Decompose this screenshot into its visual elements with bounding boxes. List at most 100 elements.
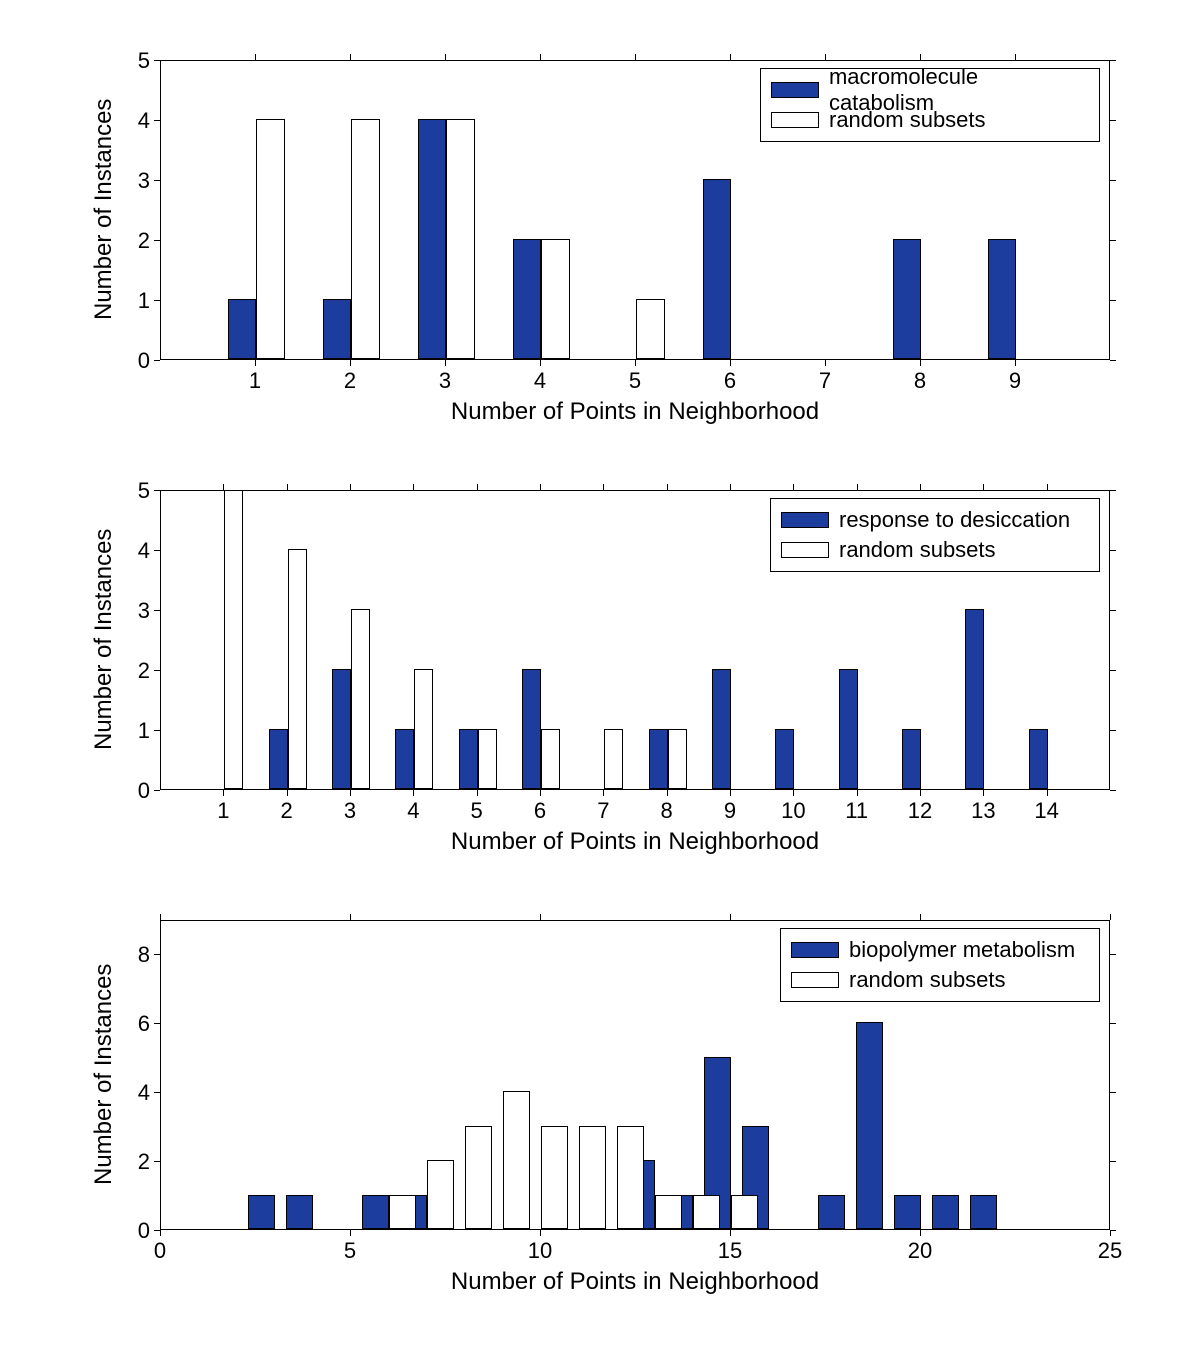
bar	[902, 729, 921, 789]
x-tick-label: 4	[520, 368, 560, 394]
legend-swatch-filled	[781, 512, 829, 528]
y-tick	[154, 120, 160, 121]
bar	[668, 729, 687, 789]
x-tick	[920, 54, 921, 60]
x-tick	[667, 790, 668, 796]
y-tick	[1110, 180, 1116, 181]
legend-swatch-hollow	[771, 112, 819, 128]
y-tick-label: 5	[110, 48, 150, 74]
x-tick	[160, 1230, 161, 1236]
bar	[446, 119, 475, 359]
bar	[256, 119, 285, 359]
x-tick	[223, 790, 224, 796]
bar	[893, 239, 922, 359]
x-tick	[413, 790, 414, 796]
x-tick	[730, 360, 731, 366]
x-tick	[920, 360, 921, 366]
x-tick	[1015, 360, 1016, 366]
bar	[522, 669, 541, 789]
x-tick	[983, 790, 984, 796]
x-tick-label: 3	[425, 368, 465, 394]
x-tick-label: 20	[900, 1238, 940, 1264]
x-tick	[603, 484, 604, 490]
y-tick	[1110, 240, 1116, 241]
y-tick	[154, 240, 160, 241]
x-tick	[540, 790, 541, 796]
x-tick	[445, 54, 446, 60]
x-tick-label: 15	[710, 1238, 750, 1264]
legend-label: random subsets	[829, 107, 986, 133]
x-tick	[223, 484, 224, 490]
x-tick	[793, 484, 794, 490]
bar	[288, 549, 307, 789]
bar	[1029, 729, 1048, 789]
bar	[988, 239, 1017, 359]
x-tick	[350, 914, 351, 920]
x-tick	[350, 1230, 351, 1236]
x-tick	[635, 360, 636, 366]
bar	[459, 729, 478, 789]
x-tick-label: 10	[520, 1238, 560, 1264]
y-tick	[154, 550, 160, 551]
y-tick	[1110, 790, 1116, 791]
bar	[649, 729, 668, 789]
y-tick	[1110, 1023, 1116, 1024]
x-tick	[730, 54, 731, 60]
x-tick	[825, 54, 826, 60]
bar	[617, 1126, 644, 1229]
bar	[513, 239, 542, 359]
x-tick-label: 1	[235, 368, 275, 394]
x-tick-label: 14	[1027, 798, 1067, 824]
y-tick	[154, 490, 160, 491]
x-tick-label: 2	[267, 798, 307, 824]
x-tick-label: 10	[773, 798, 813, 824]
bar	[818, 1195, 845, 1229]
y-tick	[154, 790, 160, 791]
x-tick	[635, 54, 636, 60]
y-tick	[154, 670, 160, 671]
legend-swatch-filled	[771, 82, 819, 98]
x-axis-label: Number of Points in Neighborhood	[160, 828, 1110, 856]
x-tick	[730, 914, 731, 920]
legend: biopolymer metabolismrandom subsets	[780, 928, 1100, 1002]
legend-row: random subsets	[791, 965, 1089, 995]
y-tick	[1110, 1092, 1116, 1093]
x-tick	[1015, 54, 1016, 60]
x-tick	[730, 484, 731, 490]
y-tick	[1110, 954, 1116, 955]
x-tick	[1047, 790, 1048, 796]
y-tick-label: 0	[110, 778, 150, 804]
x-tick-label: 5	[615, 368, 655, 394]
y-tick	[1110, 1230, 1116, 1231]
x-tick	[730, 790, 731, 796]
x-tick	[920, 914, 921, 920]
y-tick-label: 0	[110, 348, 150, 374]
bar	[362, 1195, 389, 1229]
x-tick-label: 5	[457, 798, 497, 824]
bar	[228, 299, 257, 359]
x-tick-label: 3	[330, 798, 370, 824]
x-tick	[350, 360, 351, 366]
legend-row: biopolymer metabolism	[791, 935, 1089, 965]
x-tick	[857, 484, 858, 490]
bar	[894, 1195, 921, 1229]
x-tick-label: 25	[1090, 1238, 1130, 1264]
y-tick	[154, 610, 160, 611]
bar	[286, 1195, 313, 1229]
y-tick	[1110, 1161, 1116, 1162]
x-tick-label: 9	[710, 798, 750, 824]
bar	[541, 729, 560, 789]
figure: 123456789012345Number of Points in Neigh…	[0, 0, 1200, 1348]
bar	[932, 1195, 959, 1229]
x-tick	[255, 54, 256, 60]
x-tick-label: 1	[203, 798, 243, 824]
bar	[655, 1195, 682, 1229]
y-tick	[154, 954, 160, 955]
x-axis-label: Number of Points in Neighborhood	[160, 398, 1110, 426]
y-axis-label: Number of Instances	[90, 964, 118, 1185]
legend-label: random subsets	[849, 967, 1006, 993]
x-tick-label: 8	[647, 798, 687, 824]
bar	[579, 1126, 606, 1229]
bar	[503, 1091, 530, 1229]
x-tick-label: 4	[393, 798, 433, 824]
